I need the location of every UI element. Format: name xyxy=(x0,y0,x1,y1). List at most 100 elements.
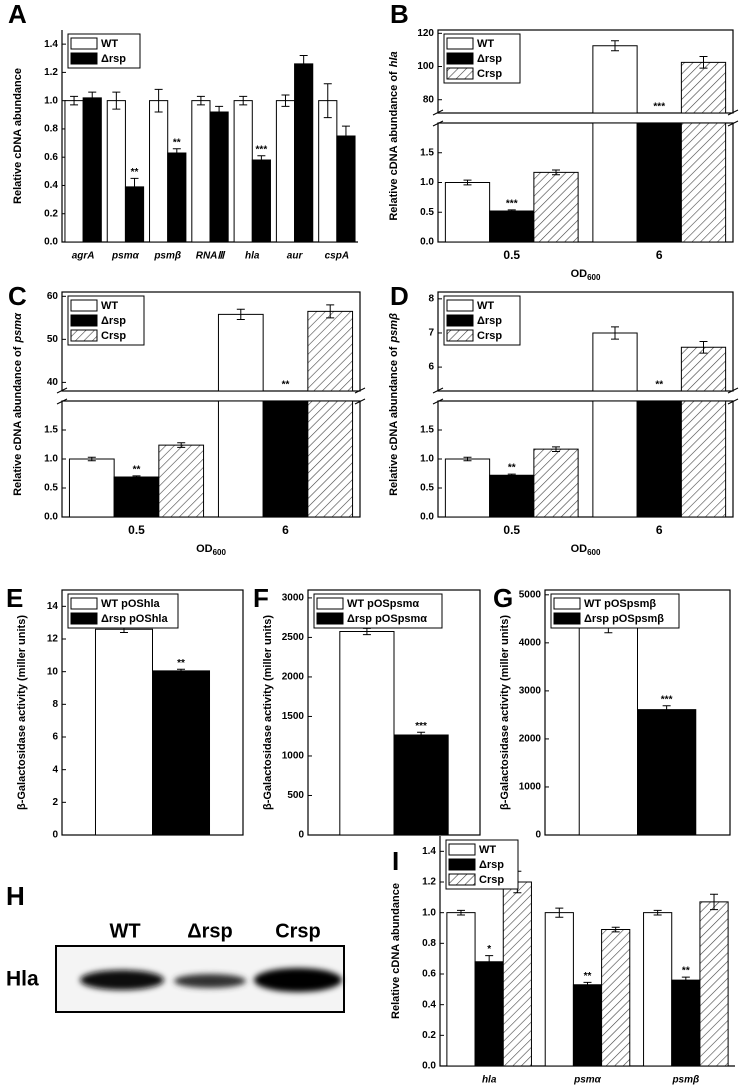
bar xyxy=(82,97,102,243)
plot-frame xyxy=(437,291,734,392)
bar xyxy=(307,310,354,518)
x-tick-label: 0.5 xyxy=(503,523,520,537)
y-tick-label: 1000 xyxy=(519,782,542,793)
y-axis-label: β-Galactosidase activity (miller units) xyxy=(16,615,28,810)
y-axis-label: β-Galactosidase activity (miller units) xyxy=(499,615,511,810)
error-bar xyxy=(130,177,139,196)
bar xyxy=(68,458,115,518)
bar xyxy=(671,979,701,1067)
significance: ** xyxy=(584,971,592,982)
y-tick-label: 0.8 xyxy=(422,938,436,949)
y-tick-label: 0.0 xyxy=(422,1061,436,1072)
y-tick-label: 1.0 xyxy=(420,454,434,465)
y-tick-label: 14 xyxy=(47,601,59,612)
y-tick-label: 6 xyxy=(52,732,58,743)
y-tick-label: 0.0 xyxy=(44,237,58,248)
error-bar xyxy=(257,155,266,165)
y-tick-label: 0.5 xyxy=(420,207,434,218)
y-tick-label: 4000 xyxy=(519,637,542,648)
x-tick-label: 6 xyxy=(656,248,663,262)
legend-swatch xyxy=(70,52,98,65)
break-mark xyxy=(354,387,366,394)
legend-label: Crsp xyxy=(477,68,502,80)
y-tick-label: 1.0 xyxy=(420,177,434,188)
bar xyxy=(152,670,211,836)
y-tick-label: 2000 xyxy=(282,672,305,683)
y-tick-label: 120 xyxy=(417,28,434,39)
panel-letter: F xyxy=(253,583,269,613)
y-tick-label: 0.2 xyxy=(44,208,58,219)
legend-label: WT xyxy=(477,300,494,312)
error-bar xyxy=(552,169,560,176)
bar xyxy=(592,45,638,243)
bar xyxy=(149,100,169,243)
x-tick-label: psmβ xyxy=(671,1075,699,1086)
legend-swatch xyxy=(446,67,474,80)
y-tick-label: 0.4 xyxy=(44,180,58,191)
bar xyxy=(393,734,449,836)
y-tick-label: 2 xyxy=(52,797,58,808)
legend-swatch xyxy=(316,612,344,625)
y-tick-label: 60 xyxy=(47,291,59,302)
bar xyxy=(474,961,504,1067)
error-bar xyxy=(463,179,472,186)
break-mark xyxy=(432,387,444,394)
y-axis-label-text: β-Galactosidase activity (miller units) xyxy=(16,615,28,810)
legend-label: Δrsp xyxy=(479,859,504,871)
y-tick-label: 40 xyxy=(47,377,59,388)
legend-label: Δrsp xyxy=(477,315,502,327)
significance: ** xyxy=(133,464,141,475)
y-tick-label: 80 xyxy=(423,94,435,105)
break-mark xyxy=(727,387,739,394)
lane-label: Crsp xyxy=(275,920,321,942)
legend-label: WT xyxy=(101,300,118,312)
error-bar xyxy=(699,56,708,69)
legend-label: Crsp xyxy=(477,330,502,342)
x-tick-label: hla xyxy=(482,1075,497,1086)
x-axis-label-sub: 600 xyxy=(587,273,601,282)
x-tick-label: 0.5 xyxy=(503,248,520,262)
y-tick-label: 100 xyxy=(417,61,434,72)
bar xyxy=(680,346,727,518)
y-tick-label: 1.4 xyxy=(422,846,436,857)
bar xyxy=(489,474,535,518)
y-tick-label: 1.2 xyxy=(44,67,58,78)
legend-swatch xyxy=(70,314,98,327)
significance: ** xyxy=(508,463,516,474)
error-bar xyxy=(611,926,620,933)
y-axis-label-text: Relative cDNA abundance of xyxy=(12,346,24,496)
y-tick-label: 3000 xyxy=(519,686,542,697)
error-bar xyxy=(583,981,592,988)
significance: *** xyxy=(506,199,518,210)
y-tick-label: 1.5 xyxy=(420,425,434,436)
y-axis-label-gene: psmβ xyxy=(388,313,400,344)
legend-swatch xyxy=(446,299,474,312)
x-tick-label: 6 xyxy=(656,523,663,537)
x-axis-label: OD600 xyxy=(571,543,601,557)
legend-swatch xyxy=(446,314,474,327)
break-mark xyxy=(56,398,68,405)
y-tick-label: 2500 xyxy=(282,632,305,643)
legend-label: WT pOSpsmα xyxy=(347,598,419,610)
y-tick-label: 10 xyxy=(47,666,59,677)
y-tick-label: 7 xyxy=(428,328,434,339)
error-bar xyxy=(507,209,516,213)
error-bar xyxy=(463,456,472,462)
significance: *** xyxy=(661,694,673,705)
blot-bands xyxy=(80,968,342,992)
y-axis-label: Relative cDNA abundance of hla xyxy=(388,51,400,220)
bar xyxy=(444,458,491,518)
error-bar xyxy=(611,326,619,340)
bar xyxy=(680,61,727,243)
bar xyxy=(544,912,574,1067)
error-bar xyxy=(323,83,332,119)
bar xyxy=(94,628,153,836)
x-axis-label: OD600 xyxy=(196,543,226,557)
break-mark xyxy=(727,109,739,116)
break-mark xyxy=(432,120,444,127)
plot-frame xyxy=(437,29,734,114)
significance: ** xyxy=(173,137,181,148)
y-tick-label: 50 xyxy=(47,334,59,345)
bar xyxy=(209,111,229,243)
bar xyxy=(592,332,638,518)
